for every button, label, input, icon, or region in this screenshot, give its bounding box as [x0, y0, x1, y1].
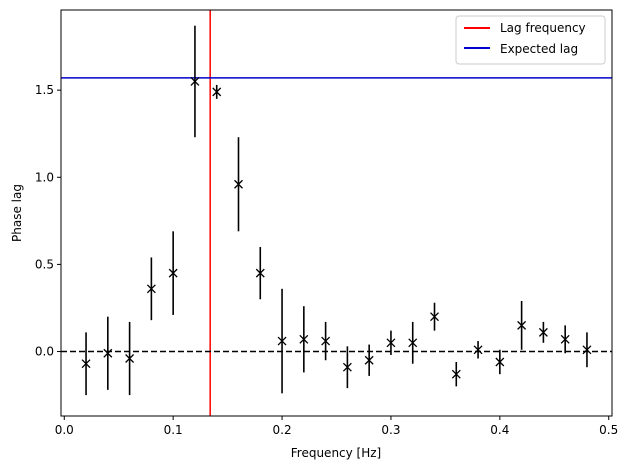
data-point-marker: [386, 338, 396, 348]
data-point-marker: [190, 76, 200, 86]
x-axis-label: Frequency [Hz]: [291, 446, 382, 460]
data-point-marker: [234, 179, 243, 189]
x-tick-label: 0.2: [273, 423, 292, 437]
data-point-marker: [255, 268, 265, 278]
x-tick-label: 0.3: [381, 423, 400, 437]
data-point-marker: [103, 348, 113, 358]
data-point-marker: [364, 355, 374, 365]
data-point-marker: [582, 345, 592, 355]
y-axis-ticks: 0.0 0.5 1.0 1.5: [35, 83, 61, 359]
x-axis-ticks: 0.0 0.1 0.2 0.3 0.4 0.5: [55, 416, 618, 437]
data-point-marker: [321, 336, 331, 346]
data-point-marker: [146, 284, 156, 294]
data-point-marker: [212, 87, 222, 97]
data-point-marker: [168, 268, 178, 278]
x-tick-label: 0.1: [164, 423, 183, 437]
y-axis-label: Phase lag: [10, 184, 24, 242]
plot-area: [61, 10, 612, 416]
legend-box: [455, 15, 606, 65]
data-point-marker: [451, 369, 461, 379]
plot-frame: [60, 9, 613, 417]
data-point-marker: [81, 359, 91, 369]
y-tick-label: 1.5: [35, 83, 54, 97]
x-tick-label: 0.0: [55, 423, 74, 437]
legend: Lag frequency Expected lag: [455, 15, 606, 65]
data-point-marker: [473, 345, 483, 355]
plot-background: [61, 10, 612, 416]
legend-label-lag-frequency: Lag frequency: [500, 21, 586, 35]
data-point-marker: [495, 357, 505, 367]
y-tick-label: 1.0: [35, 170, 54, 184]
data-point-marker: [430, 312, 439, 322]
data-point-marker: [560, 334, 570, 344]
data-point-marker: [342, 362, 352, 372]
y-tick-label: 0.5: [35, 257, 54, 271]
data-point-marker: [125, 354, 135, 363]
data-point-marker: [299, 334, 309, 344]
legend-label-expected-lag: Expected lag: [500, 42, 578, 56]
y-tick-label: 0.0: [35, 345, 54, 359]
x-tick-label: 0.5: [599, 423, 618, 437]
data-point-marker: [277, 336, 287, 346]
x-tick-label: 0.4: [490, 423, 509, 437]
data-point-marker: [517, 320, 527, 330]
data-point-marker: [408, 338, 418, 348]
data-point-marker: [538, 327, 548, 337]
